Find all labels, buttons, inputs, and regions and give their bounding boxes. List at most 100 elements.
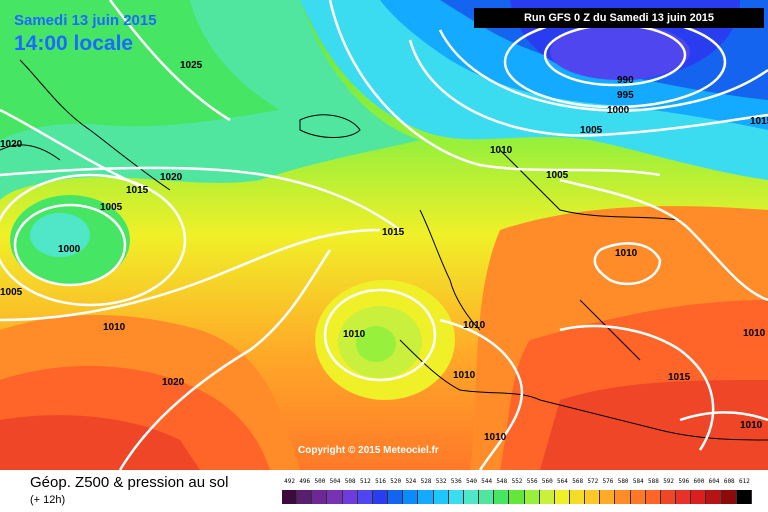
isobar-label: 1010	[615, 248, 638, 259]
scale-swatch	[509, 490, 525, 504]
color-scale-labels: 492 496 500 504 508 512 516 520 524 528 532 536 540 5…	[282, 478, 752, 488]
scale-label: 496	[299, 478, 311, 485]
scale-label: 584	[632, 478, 644, 485]
scale-label: 552	[511, 478, 523, 485]
copyright-text: Copyright © 2015 Meteociel.fr	[298, 445, 439, 456]
scale-swatch	[676, 490, 692, 504]
geopotential-map: 1025 1020 1015 1020 1005 1000 1005 1010 1020 1015…	[0, 0, 768, 470]
greenland-coast	[19, 59, 171, 191]
scale-swatch	[433, 490, 449, 504]
isobar-label: 1020	[162, 377, 185, 388]
scale-swatch	[554, 490, 570, 504]
isobar-1000-low	[13, 203, 127, 287]
scale-label: 536	[450, 478, 462, 485]
scale-swatch	[524, 490, 540, 504]
isobar-label: 1015	[668, 372, 691, 383]
isobar-1015-se	[559, 324, 715, 451]
isobar-1025	[109, 0, 231, 122]
isobar-labels: 1025 1020 1015 1020 1005 1000 1005 1010 1020 1015…	[0, 60, 768, 443]
isobar-1020-sw	[118, 249, 332, 470]
scale-swatch	[645, 490, 661, 504]
scale-label: 572	[587, 478, 599, 485]
isobar-label: 1010	[484, 432, 507, 443]
isobar-label: 1005	[546, 170, 569, 181]
scale-label: 520	[390, 478, 402, 485]
isobar-1010-north	[328, 0, 661, 177]
isobar-label: 1010	[103, 322, 126, 333]
scale-swatch	[327, 490, 343, 504]
scale-swatch	[585, 490, 601, 504]
z500-band-green	[0, 0, 280, 140]
scale-swatch	[479, 490, 495, 504]
scale-label: 512	[359, 478, 371, 485]
scale-label: 592	[663, 478, 675, 485]
scale-swatch	[463, 490, 480, 504]
isobar-label: 1000	[607, 105, 630, 116]
isobar-1005-low	[0, 173, 187, 307]
coastlines	[0, 59, 768, 441]
scale-label: 560	[541, 478, 553, 485]
isobar-label: 1015	[750, 116, 768, 127]
scale-label: 564	[557, 478, 568, 485]
scale-label: 588	[648, 478, 659, 485]
scale-swatch	[372, 490, 389, 504]
scale-swatch	[721, 490, 737, 504]
scale-label: 544	[481, 478, 493, 485]
scale-swatch	[706, 490, 722, 504]
isobar-label: 1010	[490, 145, 513, 156]
scale-label: 524	[405, 478, 417, 485]
iceland-coast	[299, 114, 361, 138]
scale-label: 556	[526, 478, 538, 485]
scale-label: 576	[602, 478, 614, 485]
mediterranean-coast	[539, 399, 768, 441]
scale-label: 600	[693, 478, 705, 485]
scale-swatch	[297, 490, 313, 504]
italy-coast	[579, 299, 641, 361]
scale-label: 500	[314, 478, 326, 485]
z500-low-core	[550, 24, 690, 80]
z500-trough-core	[30, 213, 90, 257]
scale-label: 548	[496, 478, 508, 485]
scale-swatch	[357, 490, 373, 504]
scale-swatch	[312, 490, 328, 504]
legend-panel: Géop. Z500 & pression au sol (+ 12h) 492…	[0, 470, 768, 512]
scale-label: 596	[678, 478, 690, 485]
scale-label: 508	[344, 478, 356, 485]
isobar-label: 1010	[740, 420, 763, 431]
isobar-label: 1010	[453, 370, 476, 381]
isobar-label: 1015	[126, 185, 149, 196]
isobar-label: 995	[617, 90, 634, 101]
scale-label: 568	[572, 478, 584, 485]
isobar-label: 1020	[160, 172, 183, 183]
isobar-1010-cutoff	[323, 288, 437, 382]
isobar-1015-mid	[0, 166, 401, 232]
scale-swatch	[630, 490, 646, 504]
scale-swatch	[691, 490, 707, 504]
isobar-label: 1005	[100, 202, 123, 213]
scale-label: 580	[617, 478, 629, 485]
british-isles-coast	[419, 209, 481, 331]
isobar-label: 1020	[0, 139, 23, 150]
isobar-label: 1000	[58, 244, 81, 255]
isobar-label: 1005	[580, 125, 603, 136]
isobar-1005-east	[559, 178, 768, 302]
scale-label: 540	[466, 478, 477, 485]
isobars	[0, 0, 768, 470]
scale-label: 504	[329, 478, 341, 485]
scale-swatch	[282, 490, 298, 504]
isobar-label: 990	[617, 75, 634, 86]
scale-label: 612	[738, 478, 750, 485]
scale-label: 516	[375, 478, 386, 485]
scale-label: 528	[420, 478, 432, 485]
isobar-label: 1010	[343, 329, 366, 340]
color-scale	[282, 490, 752, 504]
cutoff-low-core	[356, 326, 396, 362]
scale-swatch	[418, 490, 434, 504]
isobar-1000	[438, 29, 768, 112]
isobar-1005-north	[408, 39, 768, 137]
forecast-time: 14:00 locale	[14, 32, 134, 55]
scale-swatch	[448, 490, 464, 504]
scale-label: 492	[284, 478, 295, 485]
scale-label: 604	[708, 478, 720, 485]
